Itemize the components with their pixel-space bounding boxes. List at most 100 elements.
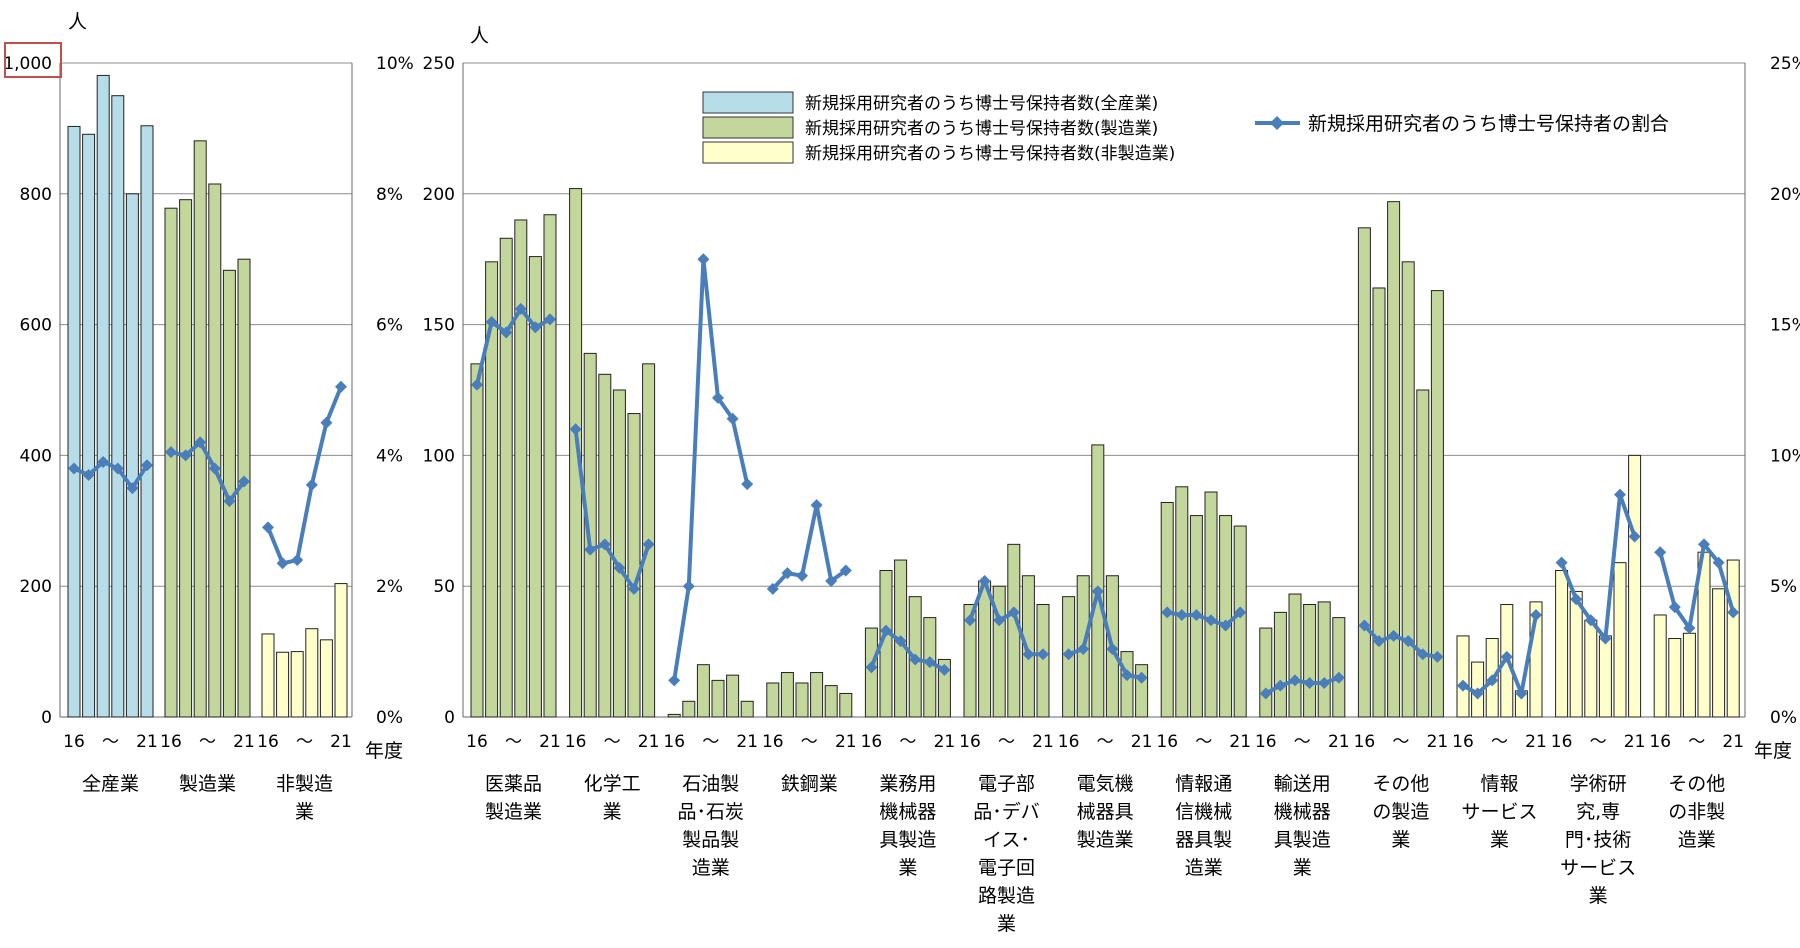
ratio-marker: [165, 446, 177, 459]
ratio-marker: [741, 478, 754, 491]
ratio-marker: [1318, 676, 1331, 689]
y2-tick-label: 6%: [376, 316, 403, 336]
x-tick-label: 21: [1131, 732, 1153, 752]
ratio-marker: [668, 674, 681, 687]
category-label: の非製: [1668, 801, 1725, 823]
x-tick-label: ～: [199, 732, 216, 752]
x-tick-label: 21: [539, 732, 561, 752]
category-label: 全産業: [82, 773, 139, 795]
category-label: 械器具: [1077, 801, 1134, 823]
ratio-marker: [514, 302, 527, 315]
ratio-marker: [628, 582, 640, 595]
ratio-marker: [1515, 687, 1528, 700]
category-label: 製造業: [179, 773, 236, 795]
ratio-line: [672, 257, 750, 681]
ratio-marker: [305, 478, 318, 491]
legend-swatch: [702, 141, 794, 164]
y-tick-label: 0: [444, 708, 455, 728]
ratio-marker: [1161, 606, 1174, 619]
category-label: その他: [1372, 773, 1429, 795]
bar: [612, 389, 626, 718]
y-tick-label: 0: [41, 708, 52, 728]
category-label: 業: [997, 913, 1016, 935]
category-label: 化学工: [584, 773, 641, 795]
ratio-marker: [1570, 593, 1583, 606]
category-label: 石油製: [682, 773, 739, 795]
x-tick-label: ～: [1491, 732, 1508, 752]
y2-tick-label: 0%: [376, 708, 403, 728]
category-label: 品･石炭: [677, 801, 744, 823]
bar: [1653, 614, 1667, 718]
ratio-marker: [1007, 606, 1020, 619]
ratio-marker: [1555, 556, 1568, 569]
y-tick-label: 1,000: [3, 54, 52, 74]
y2-tick-label: 20%: [1770, 185, 1800, 205]
x-tick-label: 16: [257, 732, 279, 752]
bar: [1584, 619, 1598, 718]
ratio-marker: [1190, 608, 1203, 621]
category-label: サービス: [1560, 857, 1636, 879]
bar: [667, 713, 681, 718]
ratio-marker: [880, 624, 892, 637]
ratio-marker: [726, 412, 739, 425]
y-tick-label: 200: [423, 185, 455, 205]
x-tick-label: ～: [1392, 732, 1409, 752]
ratio-marker: [97, 455, 110, 468]
bar: [261, 633, 275, 718]
bar: [1668, 638, 1682, 718]
x-tick-label: 16: [1354, 732, 1376, 752]
bar: [164, 207, 178, 718]
ratio-marker: [938, 663, 951, 676]
category-label: 情報: [1480, 773, 1518, 795]
ratio-marker: [1259, 687, 1272, 700]
ratio-marker: [1106, 642, 1119, 655]
ratio-marker: [1457, 679, 1469, 692]
ratio-marker: [1205, 614, 1217, 627]
category-label: 究,専: [1576, 801, 1620, 823]
y2-tick-label: 10%: [376, 54, 414, 74]
bar: [67, 125, 81, 718]
category-label: 機械器: [1274, 801, 1331, 823]
ratio-marker: [1037, 648, 1049, 661]
ratio-marker: [1471, 687, 1484, 700]
x-tick-label: 16: [1156, 732, 1178, 752]
ratio-line: [1559, 492, 1637, 641]
category-label: 輸送用: [1274, 773, 1331, 795]
bar: [1456, 635, 1470, 718]
category-label: 学術研: [1570, 773, 1627, 795]
category-label: 業: [1490, 829, 1509, 851]
bar: [1401, 261, 1415, 718]
ratio-marker: [82, 469, 95, 482]
ratio-marker: [781, 567, 794, 580]
ratio-marker: [208, 462, 221, 475]
bar: [276, 651, 290, 718]
ratio-marker: [964, 614, 976, 627]
x-tick-label: 16: [1058, 732, 1080, 752]
ratio-marker: [1387, 629, 1400, 642]
category-label: 業: [1293, 857, 1312, 879]
bar: [1219, 515, 1233, 718]
ratio-marker: [1062, 648, 1075, 661]
x-tick-label: 21: [835, 732, 857, 752]
bar: [1204, 491, 1218, 718]
legend-label: 新規採用研究者のうち博士号保持者数(非製造業): [805, 144, 1175, 164]
x-unit-label: 年度: [365, 740, 403, 762]
ratio-marker: [865, 661, 878, 674]
y-tick-label: 50: [433, 577, 455, 597]
bar: [627, 413, 641, 718]
ratio-marker: [1175, 608, 1188, 621]
bar: [485, 261, 499, 718]
category-label: 業: [603, 801, 622, 823]
bar: [766, 682, 780, 718]
category-label: 器具製: [1175, 829, 1232, 851]
bar: [1091, 444, 1105, 718]
category-label: 機械器: [879, 801, 936, 823]
bar: [1430, 290, 1444, 718]
ratio-marker: [1727, 606, 1740, 619]
bar: [319, 639, 333, 718]
x-tick-label: 21: [638, 732, 660, 752]
ratio-marker: [1668, 601, 1681, 614]
category-label: 信機械: [1175, 801, 1232, 823]
ratio-marker: [1022, 648, 1035, 661]
